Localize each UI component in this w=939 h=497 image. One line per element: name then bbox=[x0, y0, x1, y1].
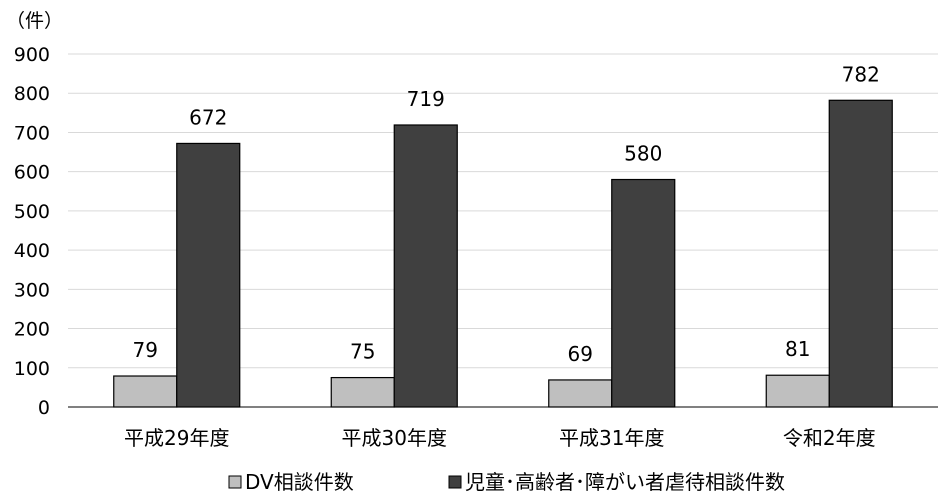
bar-series-1 bbox=[828, 99, 893, 408]
bar-series-1 bbox=[176, 142, 241, 408]
data-label: 75 bbox=[350, 340, 375, 364]
y-tick-label: 800 bbox=[14, 83, 50, 105]
bar-series-0 bbox=[330, 376, 395, 408]
y-tick-label: 0 bbox=[38, 397, 50, 419]
y-tick-label: 300 bbox=[14, 279, 50, 301]
y-axis-ticks: 0 100 200 300 400 500 600 700 800 900 bbox=[14, 44, 50, 419]
y-tick-label: 500 bbox=[14, 201, 50, 223]
legend-label: DV相談件数 bbox=[245, 470, 354, 494]
bar-series-0 bbox=[548, 379, 613, 408]
bar-series-1 bbox=[393, 124, 458, 408]
y-axis-unit-label: （件） bbox=[6, 10, 63, 32]
data-label: 580 bbox=[624, 142, 662, 166]
legend: DV相談件数 児童･高齢者･障がい者虐待相談件数 bbox=[228, 470, 785, 494]
data-label: 81 bbox=[785, 337, 810, 361]
data-label: 782 bbox=[842, 62, 880, 86]
legend-swatch bbox=[448, 475, 462, 489]
data-label: 672 bbox=[189, 105, 227, 129]
y-tick-label: 600 bbox=[14, 162, 50, 184]
data-labels: 79 672 75 719 69 580 81 782 bbox=[133, 62, 880, 366]
bar-series-0 bbox=[765, 374, 830, 408]
legend-swatch bbox=[228, 475, 242, 489]
y-tick-label: 700 bbox=[14, 122, 50, 144]
x-category-label: 平成30年度 bbox=[342, 426, 447, 450]
bars bbox=[113, 99, 893, 408]
y-tick-label: 400 bbox=[14, 240, 50, 262]
x-category-label: 平成29年度 bbox=[124, 426, 229, 450]
data-label: 79 bbox=[133, 338, 158, 362]
data-label: 719 bbox=[407, 87, 445, 111]
data-label: 69 bbox=[568, 342, 593, 366]
x-category-label: 令和2年度 bbox=[783, 426, 876, 450]
x-axis-categories: 平成29年度 平成30年度 平成31年度 令和2年度 bbox=[124, 426, 876, 450]
y-tick-label: 200 bbox=[14, 319, 50, 341]
y-tick-label: 100 bbox=[14, 358, 50, 380]
x-category-label: 平成31年度 bbox=[559, 426, 664, 450]
legend-label: 児童･高齢者･障がい者虐待相談件数 bbox=[465, 470, 785, 494]
bar-series-1 bbox=[611, 178, 676, 408]
y-tick-label: 900 bbox=[14, 44, 50, 66]
bar-series-0 bbox=[113, 375, 178, 408]
